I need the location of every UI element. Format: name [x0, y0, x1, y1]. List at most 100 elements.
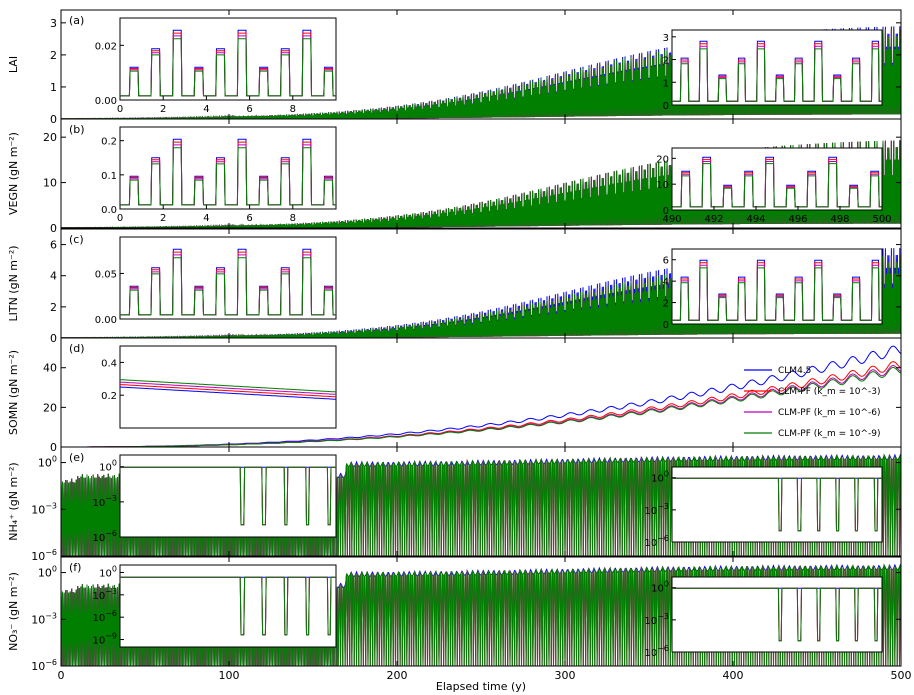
- legend-label-1: CLM-PF (k_m = 10^-3): [778, 387, 881, 397]
- inset-series-CLM-PF-9: [120, 147, 336, 206]
- inset-y-tick-label-0: 0.00: [95, 315, 117, 326]
- panel-label-f: (f): [69, 561, 81, 574]
- inset-y-tick-label-0: 100: [651, 470, 669, 485]
- inset-x-tick-label-3: 496: [788, 214, 807, 225]
- inset-x-tick-label-1: 492: [704, 214, 723, 225]
- inset-x-tick-label-3: 6: [246, 104, 252, 115]
- inset-y-tick-label-1: 10−3: [92, 587, 117, 602]
- inset-y-tick-label-0: 0.2: [101, 391, 117, 402]
- plot-area-d: [61, 345, 901, 447]
- inset-x-tick-label-2: 4: [203, 104, 209, 115]
- inset-y-tick-label-2: 10−6: [644, 534, 669, 549]
- inset-x-tick-label-4: 8: [290, 213, 296, 224]
- inset-x-tick-label-1: 2: [160, 104, 166, 115]
- x-axis-label: Elapsed time (y): [436, 680, 526, 693]
- x-tick-label-2: 200: [387, 669, 408, 682]
- panel-label-d: (d): [69, 342, 85, 355]
- y-tick-label-c-3: 6: [50, 239, 57, 252]
- inset-y-tick-label-2: 10−6: [92, 609, 117, 624]
- y-tick-label-b-1: 10: [43, 177, 57, 190]
- inset-series-CLM-PF-9: [120, 38, 336, 97]
- inset-frame: [119, 17, 337, 101]
- inset-series-CLM-PF-6: [120, 381, 336, 395]
- inset-series-CLM-PF-9: [672, 477, 882, 532]
- inset-series-CLM-PF-9: [672, 587, 882, 642]
- y-axis-label-b: VEGN (gN m⁻²): [7, 132, 20, 215]
- y-tick-label-a-0: 0: [50, 113, 57, 126]
- y-tick-label-a-3: 3: [50, 17, 57, 30]
- inset-f-2: 100 10−3 10−6: [644, 576, 883, 659]
- y-axis-label-f: NO₃⁻ (gN m⁻²): [7, 572, 20, 651]
- inset-y-tick-label-0: 0: [663, 320, 669, 331]
- y-tick-label-b-0: 0: [50, 222, 57, 235]
- inset-series-CLM-PF-9: [672, 163, 882, 208]
- y-tick-label-c-1: 2: [50, 301, 57, 314]
- inset-y-tick-label-0: 0: [663, 206, 669, 217]
- x-tick-label-5: 500: [891, 669, 912, 682]
- inset-x-tick-label-2: 4: [203, 213, 209, 224]
- x-tick-label-4: 400: [723, 669, 744, 682]
- y-tick-label-b-2: 20: [43, 131, 57, 144]
- y-axis-label-e: NH₄⁺ (gN m⁻²): [7, 462, 20, 540]
- inset-y-tick-label-1: 0.02: [95, 41, 117, 52]
- inset-c-2: 0 2 4 6: [663, 248, 883, 331]
- inset-y-tick-label-0: 100: [651, 580, 669, 595]
- inset-x-tick-label-0: 0: [117, 104, 123, 115]
- panel-label-c: (c): [69, 233, 84, 246]
- y-tick-label-f-1: 10−3: [31, 611, 57, 626]
- inset-y-tick-label-1: 0.1: [101, 171, 117, 182]
- inset-y-tick-label-3: 6: [663, 256, 669, 267]
- inset-y-tick-label-1: 10: [656, 180, 669, 191]
- inset-y-tick-label-1: 10−3: [644, 612, 669, 627]
- y-tick-label-e-1: 10−3: [31, 501, 57, 516]
- x-tick-label-1: 100: [219, 669, 240, 682]
- inset-frame: [119, 126, 337, 210]
- axes-frame-f: [60, 556, 902, 667]
- inset-series-CLM-PF-9: [120, 466, 336, 526]
- x-tick-label-0: 0: [58, 669, 65, 682]
- inset-y-tick-label-3: 3: [663, 33, 669, 44]
- inset-y-tick-label-2: 10−6: [92, 529, 117, 544]
- legend: CLM4.5 CLM-PF (k_m = 10^-3) CLM-PF (k_m = …: [744, 366, 881, 439]
- y-tick-label-c-0: 0: [50, 332, 57, 345]
- inset-frame: [671, 466, 883, 543]
- legend-label-3: CLM-PF (k_m = 10^-9): [778, 429, 881, 439]
- inset-x-tick-label-4: 8: [290, 104, 296, 115]
- y-axis-label-c: LITN (gN m⁻²): [7, 245, 20, 321]
- inset-y-tick-label-0: 0.00: [95, 96, 117, 107]
- inset-y-tick-label-2: 0.2: [101, 137, 117, 148]
- panel-f: 100 10−3 10−6 0 100 200 300 400 500 (f) NO₃⁻ (gN m…: [7, 556, 912, 682]
- inset-frame: [119, 345, 337, 429]
- inset-f-1: 100 10−3 10−6 10−9: [92, 564, 337, 648]
- inset-d-1: 0.2 0.4: [101, 345, 337, 429]
- y-axis-label-a: LAI: [7, 56, 20, 73]
- inset-e-1: 100 10−3 10−6: [92, 454, 337, 544]
- inset-series-CLM-PF-9: [672, 267, 882, 321]
- inset-x-tick-label-2: 494: [746, 214, 765, 225]
- inset-y-tick-label-1: 10−3: [92, 494, 117, 509]
- y-tick-label-d-0: 0: [50, 441, 57, 454]
- y-tick-label-e-0: 100: [38, 455, 57, 470]
- legend-label-2: CLM-PF (k_m = 10^-6): [778, 408, 881, 418]
- inset-series-CLM-PF-9: [120, 576, 336, 636]
- inset-x-tick-label-0: 490: [662, 214, 681, 225]
- x-tick-label-3: 300: [555, 669, 576, 682]
- panel-a: 0 1 2 3 (a) LAI 0.00 0.02 0 2 4 6 8 0 1 2 3: [7, 9, 902, 126]
- inset-frame: [119, 564, 337, 648]
- inset-x-tick-label-1: 2: [160, 213, 166, 224]
- inset-x-tick-label-4: 498: [830, 214, 849, 225]
- inset-series-CLM-PF-9: [672, 48, 882, 102]
- axes-frame-e: [60, 446, 902, 557]
- inset-series-CLM-PF-9: [120, 379, 336, 393]
- legend-label-0: CLM4.5: [778, 366, 811, 376]
- inset-y-tick-label-3: 10−9: [92, 632, 117, 647]
- panel-c: 0 2 4 6 (c) LITN (gN m⁻²) 0.00 0.05 0 2 4 6: [7, 228, 902, 345]
- inset-x-tick-label-5: 500: [872, 214, 891, 225]
- inset-frame: [671, 576, 883, 653]
- inset-a-2: 0 1 2 3: [663, 29, 883, 112]
- y-tick-label-f-0: 100: [38, 565, 57, 580]
- inset-y-tick-label-0: 100: [99, 459, 117, 474]
- inset-y-tick-label-0: 0.0: [101, 205, 117, 216]
